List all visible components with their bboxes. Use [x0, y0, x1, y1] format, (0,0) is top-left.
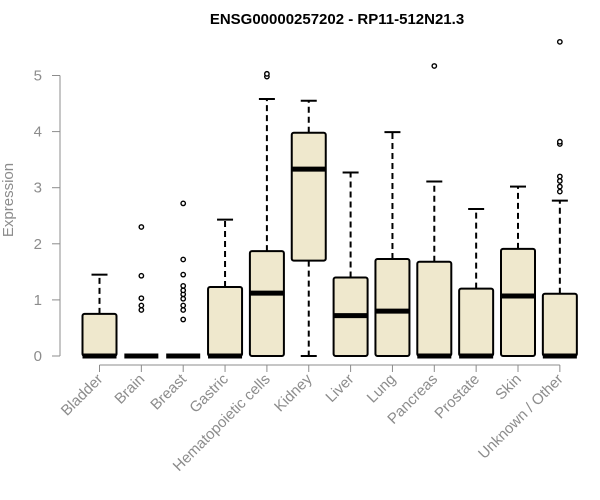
outlier-point [180, 282, 187, 289]
outlier-point [556, 138, 563, 145]
x-tick-label: Bladder [58, 371, 107, 420]
box-7 [374, 131, 411, 357]
x-tick-label: Prostate [431, 371, 483, 423]
x-tick-label: Skin [492, 371, 525, 404]
box-10 [500, 185, 536, 357]
y-tick-label: 2 [34, 236, 42, 253]
outlier-point [556, 183, 563, 190]
outlier-point [138, 224, 145, 230]
box-iqr [541, 292, 578, 358]
box-9 [458, 208, 495, 359]
x-tick-label: Lung [364, 371, 400, 407]
y-axis: 0 1 2 3 4 5 [34, 68, 61, 365]
x-tick-label: Brain [111, 371, 148, 408]
box-8 [416, 63, 453, 359]
box-6 [332, 171, 369, 357]
box-1 [124, 224, 159, 359]
chart-title: ENSG00000257202 - RP11-512N21.3 [210, 11, 464, 28]
outlier-point [431, 63, 438, 69]
box-iqr [81, 312, 118, 357]
box-iqr [248, 250, 285, 357]
outlier-point [180, 200, 187, 207]
box-iqr [290, 131, 327, 262]
outlier-point [138, 295, 145, 302]
outlier-point [180, 271, 187, 278]
box-0 [81, 273, 118, 359]
box-iqr [374, 257, 411, 357]
box-iqr [458, 287, 495, 357]
y-tick-label: 4 [34, 124, 42, 141]
box-2 [166, 200, 201, 359]
outlier-point [138, 272, 145, 279]
outlier-point [138, 302, 145, 309]
outlier-point [556, 173, 563, 180]
outlier-point [180, 287, 187, 294]
box-iqr [416, 260, 453, 358]
outlier-point [180, 316, 187, 323]
box-group [81, 38, 578, 359]
y-tick-label: 0 [34, 348, 42, 365]
outlier-point [263, 70, 270, 77]
outlier-point [180, 302, 187, 309]
box-iqr [207, 285, 244, 358]
outlier-point [556, 38, 563, 45]
outlier-point [138, 307, 145, 313]
box-5 [290, 99, 327, 357]
x-tick-label: Breast [147, 370, 190, 413]
box-3 [207, 218, 244, 359]
outlier-point [180, 307, 187, 313]
box-iqr [500, 247, 536, 357]
outlier-point [180, 256, 187, 263]
y-tick-label: 1 [34, 292, 42, 309]
y-tick-label: 5 [34, 68, 42, 85]
outlier-point [556, 178, 563, 184]
y-axis-label: Expression [0, 163, 17, 237]
outlier-point [556, 188, 563, 195]
box-4 [248, 70, 285, 357]
x-tick-label: Liver [322, 371, 357, 406]
x-tick-label: Kidney [271, 370, 316, 415]
box-11 [541, 38, 578, 359]
outlier-point [180, 295, 187, 302]
y-tick-label: 3 [34, 180, 42, 197]
